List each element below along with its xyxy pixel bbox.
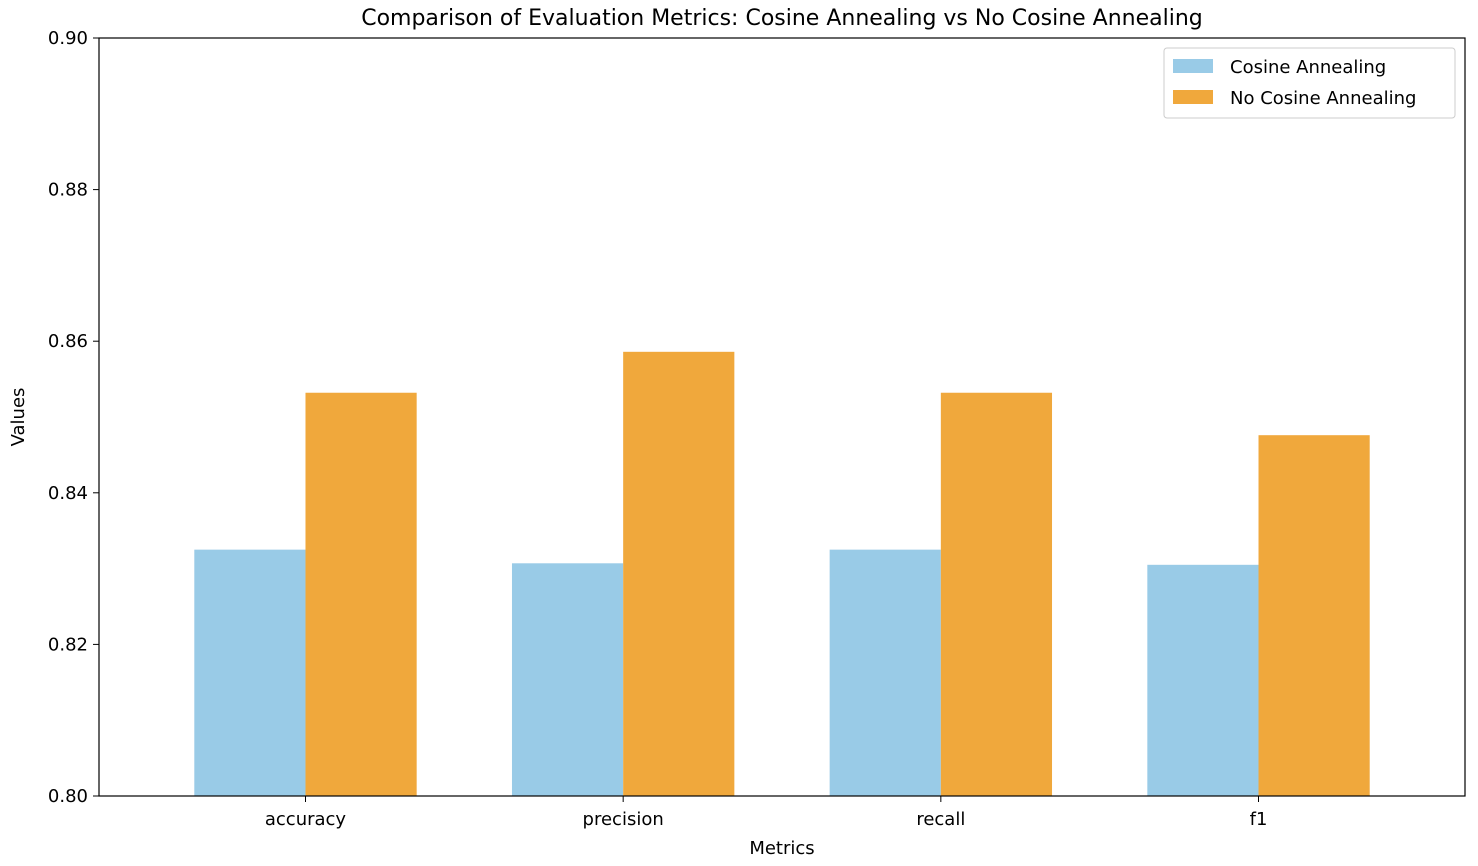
- y-axis-ticks: 0.80 0.82 0.84 0.86 0.88 0.90: [48, 28, 99, 807]
- x-tick-label: precision: [583, 809, 664, 830]
- bar-cosine-annealing-precision: [511, 563, 624, 796]
- bars-group: [194, 351, 1370, 796]
- legend: Cosine Annealing No Cosine Annealing: [1163, 47, 1456, 119]
- bar-cosine-annealing-f1: [1147, 564, 1259, 796]
- y-tick-label: 0.90: [48, 28, 88, 49]
- x-axis-ticks: accuracy precision recall f1: [265, 796, 1268, 830]
- x-axis-label: Metrics: [749, 838, 814, 859]
- legend-swatch-no-cosine-annealing: [1173, 90, 1213, 104]
- y-axis-label: Values: [8, 388, 29, 447]
- legend-box: [1163, 47, 1456, 119]
- x-tick-label: accuracy: [265, 809, 347, 830]
- y-tick-label: 0.80: [48, 786, 88, 807]
- bar-cosine-annealing-accuracy: [194, 549, 306, 796]
- x-tick-label: recall: [916, 809, 965, 830]
- x-tick-label: f1: [1250, 809, 1268, 830]
- y-tick-label: 0.82: [48, 634, 88, 655]
- bar-no-cosine-annealing-accuracy: [305, 392, 417, 796]
- y-tick-label: 0.86: [48, 331, 88, 352]
- legend-label-no-cosine-annealing: No Cosine Annealing: [1230, 88, 1416, 109]
- y-tick-label: 0.88: [48, 180, 88, 201]
- legend-swatch-cosine-annealing: [1173, 59, 1213, 73]
- bar-no-cosine-annealing-f1: [1258, 435, 1370, 796]
- bar-cosine-annealing-recall: [829, 549, 941, 796]
- plot-area-frame: [98, 37, 1466, 797]
- bar-no-cosine-annealing-precision: [623, 351, 735, 796]
- legend-label-cosine-annealing: Cosine Annealing: [1230, 57, 1386, 78]
- y-tick-label: 0.84: [48, 483, 88, 504]
- chart-title: Comparison of Evaluation Metrics: Cosine…: [361, 6, 1203, 31]
- bar-no-cosine-annealing-recall: [940, 392, 1053, 796]
